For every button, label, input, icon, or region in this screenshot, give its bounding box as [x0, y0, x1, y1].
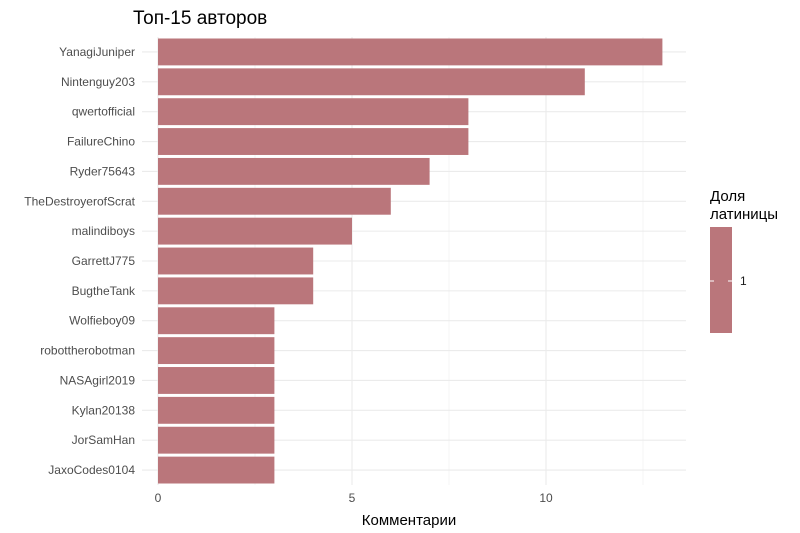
bar-NASAgirl2019 [158, 367, 275, 394]
legend-color-key [710, 227, 732, 333]
bars [158, 38, 663, 484]
bar-JaxoCodes0104 [158, 456, 275, 484]
y-tick-labels: YanagiJuniper Nintenguy203 qwertofficial Fa… [24, 45, 136, 477]
y-tick-label: Wolfieboy09 [69, 314, 135, 328]
x-tick-label: 5 [349, 491, 356, 505]
y-tick-label: Kylan20138 [72, 403, 136, 417]
bar-FailureChino [158, 128, 469, 155]
legend: Доля латиницы 1 [710, 188, 778, 333]
chart-title: Топ-15 авторов [133, 8, 267, 29]
y-tick-label: GarrettJ775 [72, 254, 136, 268]
legend-label: 1 [740, 274, 747, 288]
y-tick-label: YanagiJuniper [59, 45, 135, 59]
bar-BugtheTank [158, 277, 314, 305]
y-tick-label: malindiboys [72, 224, 135, 238]
x-axis-title: Комментарии [362, 512, 456, 529]
y-tick-label: qwertofficial [72, 105, 135, 119]
bar-Wolfieboy09 [158, 307, 275, 335]
y-tick-label: Nintenguy203 [61, 75, 135, 89]
legend-title-line-2: латиницы [710, 206, 778, 223]
bar-Kylan20138 [158, 396, 275, 424]
bar-qwertofficial [158, 98, 469, 126]
y-tick-label: FailureChino [67, 135, 135, 149]
y-tick-label: TheDestroyerofScrat [24, 194, 135, 208]
bar-Nintenguy203 [158, 68, 585, 96]
x-tick-label: 10 [539, 491, 553, 505]
bar-Ryder75643 [158, 157, 430, 185]
y-tick-label: NASAgirl2019 [60, 373, 136, 387]
y-tick-label: JorSamHan [72, 433, 135, 447]
bar-robottherobotman [158, 337, 275, 365]
bar-JorSamHan [158, 426, 275, 454]
x-tick-label: 0 [155, 491, 162, 505]
bar-TheDestroyerofScrat [158, 187, 391, 215]
x-tick-labels: 0 5 10 [155, 491, 553, 505]
legend-title-line-1: Доля [710, 188, 745, 205]
bar-malindiboys [158, 217, 352, 245]
y-tick-label: Ryder75643 [70, 164, 136, 178]
bar-GarrettJ775 [158, 247, 314, 275]
bar-YanagiJuniper [158, 38, 663, 66]
y-tick-label: BugtheTank [72, 284, 136, 298]
y-tick-label: JaxoCodes0104 [48, 463, 135, 477]
y-tick-label: robottherobotman [40, 344, 135, 358]
